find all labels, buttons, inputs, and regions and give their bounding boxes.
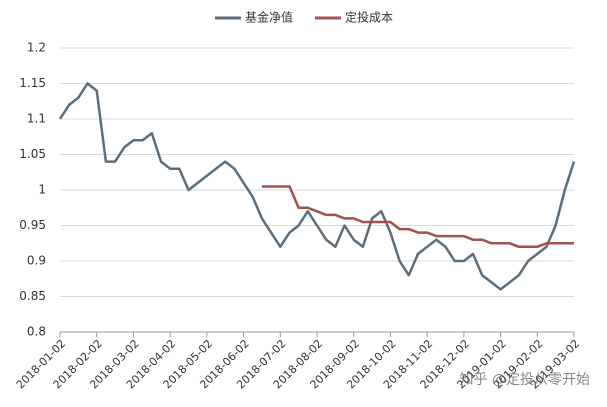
y-tick-label: 0.9 — [27, 254, 46, 268]
series-line — [261, 185, 574, 249]
y-tick-label: 1.1 — [27, 112, 46, 126]
legend-label: 基金净值 — [245, 10, 293, 25]
y-tick-label: 1.05 — [19, 147, 46, 161]
y-tick-label: 1.2 — [27, 41, 46, 55]
legend-label: 定投成本 — [345, 10, 393, 25]
y-tick-label: 0.95 — [19, 218, 46, 232]
y-tick-label: 0.8 — [27, 325, 46, 339]
y-tick-label: 1 — [38, 183, 46, 197]
watermark: 知乎 @定投从零开始 — [460, 371, 590, 388]
y-tick-label: 0.85 — [19, 289, 46, 303]
series-line — [58, 82, 576, 291]
y-tick-label: 1.15 — [19, 76, 46, 90]
